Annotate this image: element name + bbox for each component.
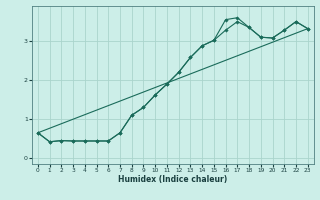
X-axis label: Humidex (Indice chaleur): Humidex (Indice chaleur) — [118, 175, 228, 184]
